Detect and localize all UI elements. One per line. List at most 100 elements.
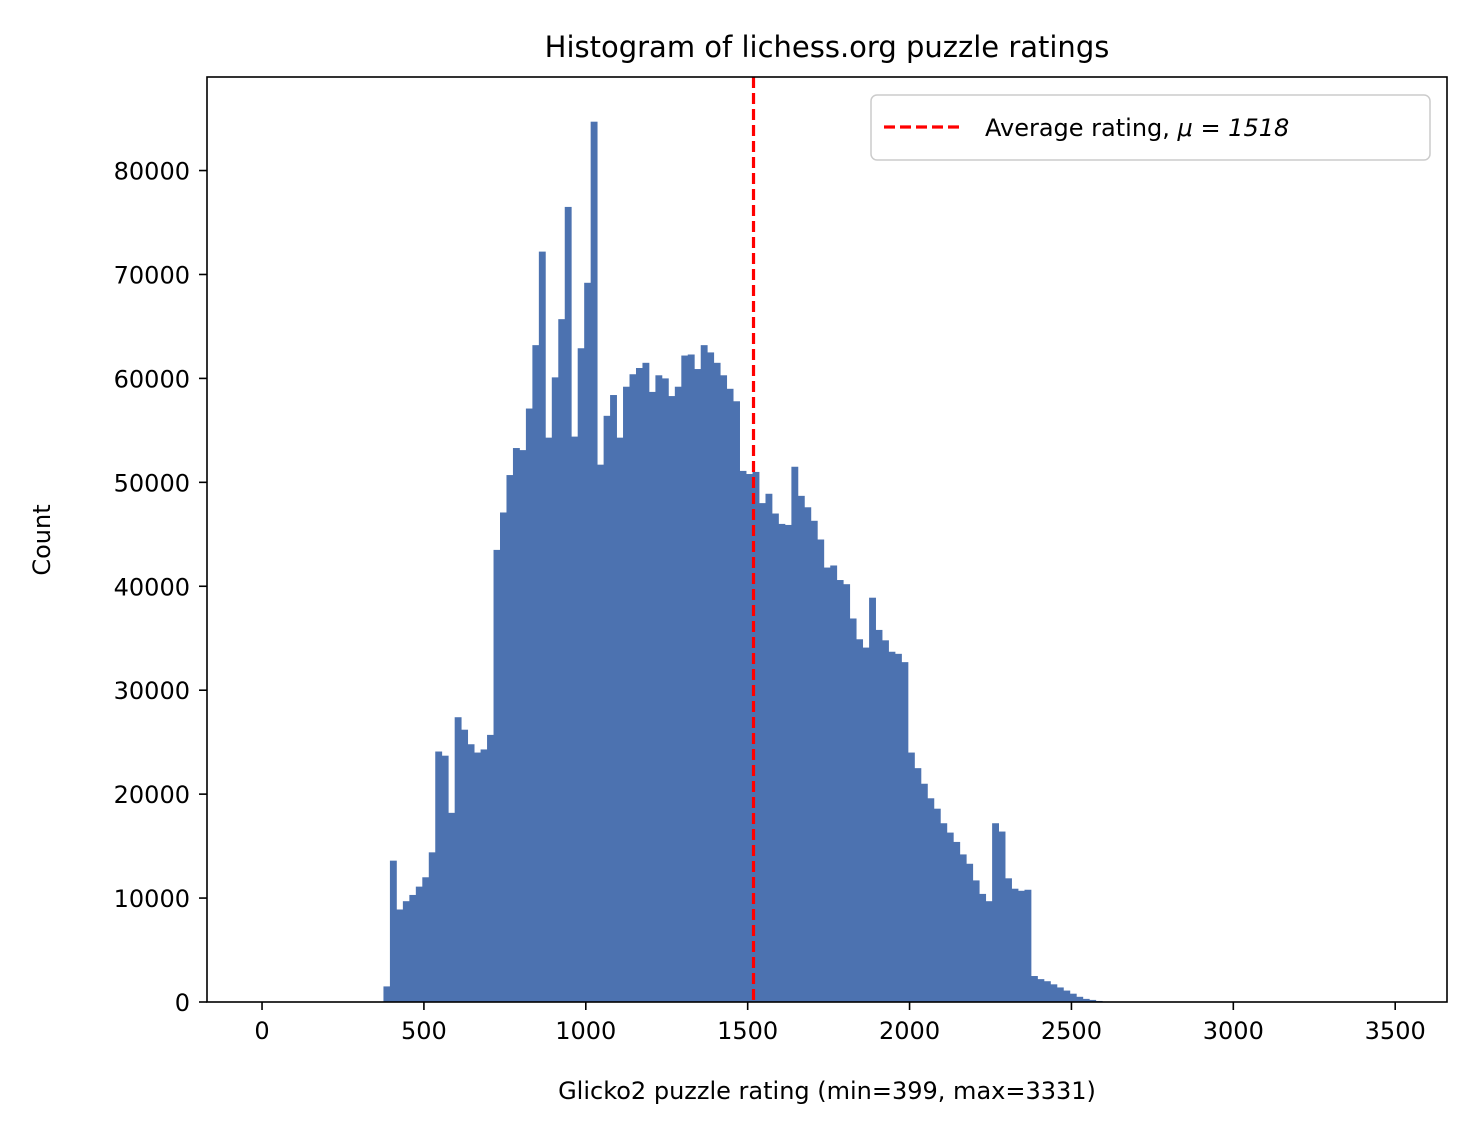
histogram-bar — [797, 495, 805, 1002]
y-tick-label: 50000 — [114, 469, 190, 497]
plot-frame — [206, 76, 1448, 1003]
histogram-bar — [674, 386, 682, 1003]
histogram-bar — [687, 354, 695, 1002]
histogram-bar — [661, 378, 669, 1002]
histogram-bar — [629, 374, 637, 1002]
x-axis-label: Glicko2 puzzle rating (min=399, max=3331… — [558, 1077, 1096, 1105]
histogram-bar — [998, 831, 1006, 1002]
x-tick-label: 2000 — [879, 1017, 940, 1045]
histogram-bar — [409, 894, 417, 1002]
histogram-bar — [836, 580, 844, 1002]
x-tick-label: 2500 — [1041, 1017, 1102, 1045]
histogram-bar — [707, 352, 715, 1002]
histogram-bar — [558, 319, 566, 1002]
histogram-bar — [1050, 984, 1058, 1002]
histogram-bar — [577, 348, 585, 1002]
histogram-bar — [584, 282, 592, 1002]
histogram-bar — [519, 450, 527, 1002]
histogram-bar — [525, 408, 533, 1002]
histogram-bar — [610, 395, 617, 1002]
histogram-bar — [1063, 990, 1071, 1002]
histogram-bar — [856, 639, 864, 1002]
histogram-bar — [435, 751, 443, 1002]
histogram-bar — [532, 345, 540, 1002]
histogram-bar — [538, 251, 546, 1003]
histogram-bar — [888, 651, 896, 1002]
histogram-bar — [1056, 987, 1064, 1002]
histogram-bar — [959, 854, 967, 1002]
histogram-bar — [668, 396, 676, 1002]
legend: Average rating, μ = 1518 — [870, 94, 1431, 161]
histogram-bar — [402, 901, 410, 1002]
histogram-bar — [551, 377, 559, 1002]
histogram-bar — [907, 752, 915, 1002]
x-tick-label: 3500 — [1365, 1017, 1426, 1045]
histogram-bar — [396, 909, 404, 1002]
histogram-bar — [461, 729, 469, 1002]
histogram-bar — [791, 466, 799, 1002]
legend-box — [870, 94, 1431, 161]
histogram-bar — [422, 877, 430, 1002]
histogram-bar — [389, 860, 397, 1002]
histogram-bar — [506, 475, 514, 1002]
histogram-bar — [985, 901, 993, 1002]
histogram-bar — [726, 388, 734, 1002]
histogram-bar — [487, 734, 494, 1002]
y-tick-label: 20000 — [114, 781, 190, 809]
histogram-bar — [441, 755, 449, 1002]
histogram-bar — [700, 345, 708, 1002]
x-tick-label: 3000 — [1203, 1017, 1264, 1045]
y-tick-label: 10000 — [114, 885, 190, 913]
x-tick-label: 1500 — [717, 1017, 778, 1045]
histogram-bar — [648, 391, 656, 1002]
histogram-bar — [448, 812, 456, 1002]
histogram-bar — [810, 520, 818, 1002]
histogram-bar — [603, 415, 611, 1002]
y-tick-label: 40000 — [114, 573, 190, 601]
histogram-bar — [564, 206, 572, 1003]
histogram-bar — [784, 524, 792, 1002]
histogram-bar — [1005, 878, 1012, 1002]
histogram-bar — [1037, 979, 1045, 1002]
histogram-bar — [927, 798, 935, 1002]
histogram-bar — [752, 471, 760, 1002]
histogram-bar — [545, 437, 553, 1002]
histogram-bar — [817, 539, 825, 1002]
histogram-bar — [383, 986, 391, 1002]
histogram-bar — [882, 640, 889, 1002]
chart-title: Histogram of lichess.org puzzle ratings — [545, 30, 1110, 64]
histogram-bar — [512, 448, 520, 1002]
histogram-bar — [1030, 976, 1038, 1002]
histogram-bar — [1024, 889, 1032, 1002]
histogram-bar — [830, 565, 838, 1002]
histogram-bar — [493, 549, 501, 1002]
histogram-bar — [720, 375, 728, 1002]
histogram-bar — [746, 474, 753, 1002]
histogram-bar — [804, 507, 812, 1002]
histogram-bar — [415, 886, 423, 1002]
y-tick-label: 70000 — [114, 261, 190, 289]
x-tick-label: 0 — [254, 1017, 269, 1045]
histogram-bar — [901, 662, 909, 1002]
histogram-bar — [920, 783, 928, 1002]
histogram-bar — [992, 823, 999, 1002]
histogram-bar — [972, 880, 980, 1002]
histogram-bar — [642, 362, 650, 1002]
histogram-bar — [933, 808, 941, 1002]
x-tick-label: 500 — [401, 1017, 447, 1045]
histogram-bar — [467, 744, 475, 1002]
histogram-bar — [1011, 888, 1019, 1002]
histogram-bar — [953, 841, 961, 1002]
histogram-bar — [894, 653, 902, 1002]
histogram-bar — [713, 362, 721, 1002]
histogram-bar — [590, 121, 598, 1002]
histogram-bar — [843, 584, 851, 1002]
histogram-bar — [428, 852, 436, 1002]
histogram-bar — [739, 470, 747, 1002]
histogram-bar — [849, 618, 857, 1002]
histogram-bar — [635, 368, 643, 1002]
y-tick-label: 60000 — [114, 365, 190, 393]
histogram-bar — [733, 401, 740, 1002]
histogram-bar — [765, 493, 773, 1002]
